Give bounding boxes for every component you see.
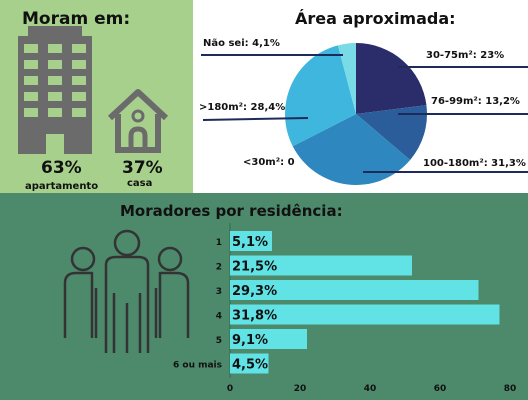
housing-panel: Moram em: 63% apartamento 37% casa	[0, 0, 193, 193]
bar-0	[230, 231, 272, 251]
pie-slice-4	[285, 45, 356, 147]
x-tick-label-3: 60	[434, 384, 447, 394]
apartment-building-icon	[18, 26, 92, 154]
house-icon	[107, 89, 169, 153]
bar-3	[230, 304, 500, 325]
area-pie-chart	[201, 43, 528, 185]
bar-category-label-2: 3	[216, 287, 222, 297]
bar-category-label-0: 1	[216, 238, 222, 248]
pie-label-under30: <30m²: 0	[243, 157, 295, 168]
pie-slice-1	[356, 105, 427, 160]
bar-value-label-3: 31,8%	[232, 309, 277, 324]
pie-label-over180: >180m²: 28,4%	[199, 102, 286, 113]
bar-category-label-5: 6 ou mais	[173, 361, 222, 371]
bar-5	[230, 353, 269, 374]
apartment-label: apartamento	[25, 181, 99, 192]
housing-title: Moram em:	[22, 9, 131, 29]
bar-value-label-4: 9,1%	[232, 333, 268, 348]
bar-category-label-1: 2	[216, 263, 222, 273]
x-tick-label-1: 20	[294, 384, 307, 394]
area-panel: Área aproximada: Não sei: 4,1% >180m²: 2…	[193, 0, 528, 193]
bar-1	[230, 255, 412, 276]
pie-label-100-180: 100-180m²: 31,3%	[423, 158, 526, 169]
x-tick-label-4: 80	[504, 384, 517, 394]
pie-label-dont-know: Não sei: 4,1%	[203, 38, 280, 49]
bar-2	[230, 280, 479, 300]
bar-4	[230, 329, 307, 349]
house-label: casa	[127, 178, 153, 189]
pie-slice-0	[356, 43, 427, 114]
pie-slice-2	[292, 114, 411, 185]
pie-leader-line-1	[202, 117, 309, 121]
pie-label-30-75: 30-75m²: 23%	[426, 50, 505, 61]
bar-value-label-0: 5,1%	[232, 235, 268, 250]
residents-panel: Moradores por residência: 1 5,1% 2 21,5% 3 29…	[0, 193, 528, 400]
x-tick-label-0: 0	[227, 384, 233, 394]
people-group-icon	[63, 229, 190, 353]
pie-label-76-99: 76-99m²: 13,2%	[431, 96, 520, 107]
x-tick-label-2: 40	[364, 384, 377, 394]
bar-value-label-5: 4,5%	[232, 358, 268, 373]
residents-bar-chart: 1 5,1% 2 21,5% 3 29,3% 4 31,8% 5 9,1% 6 ou mais 4,5…	[173, 223, 517, 394]
bar-category-label-4: 5	[216, 336, 222, 346]
residents-title: Moradores por residência:	[120, 202, 343, 220]
bar-value-label-2: 29,3%	[232, 284, 277, 299]
bar-category-label-3: 4	[216, 312, 222, 322]
house-percent: 37%	[122, 158, 163, 178]
area-title: Área aproximada:	[295, 9, 456, 28]
pie-slice-5	[337, 43, 356, 114]
apartment-percent: 63%	[41, 158, 82, 178]
bar-value-label-1: 21,5%	[232, 260, 277, 275]
